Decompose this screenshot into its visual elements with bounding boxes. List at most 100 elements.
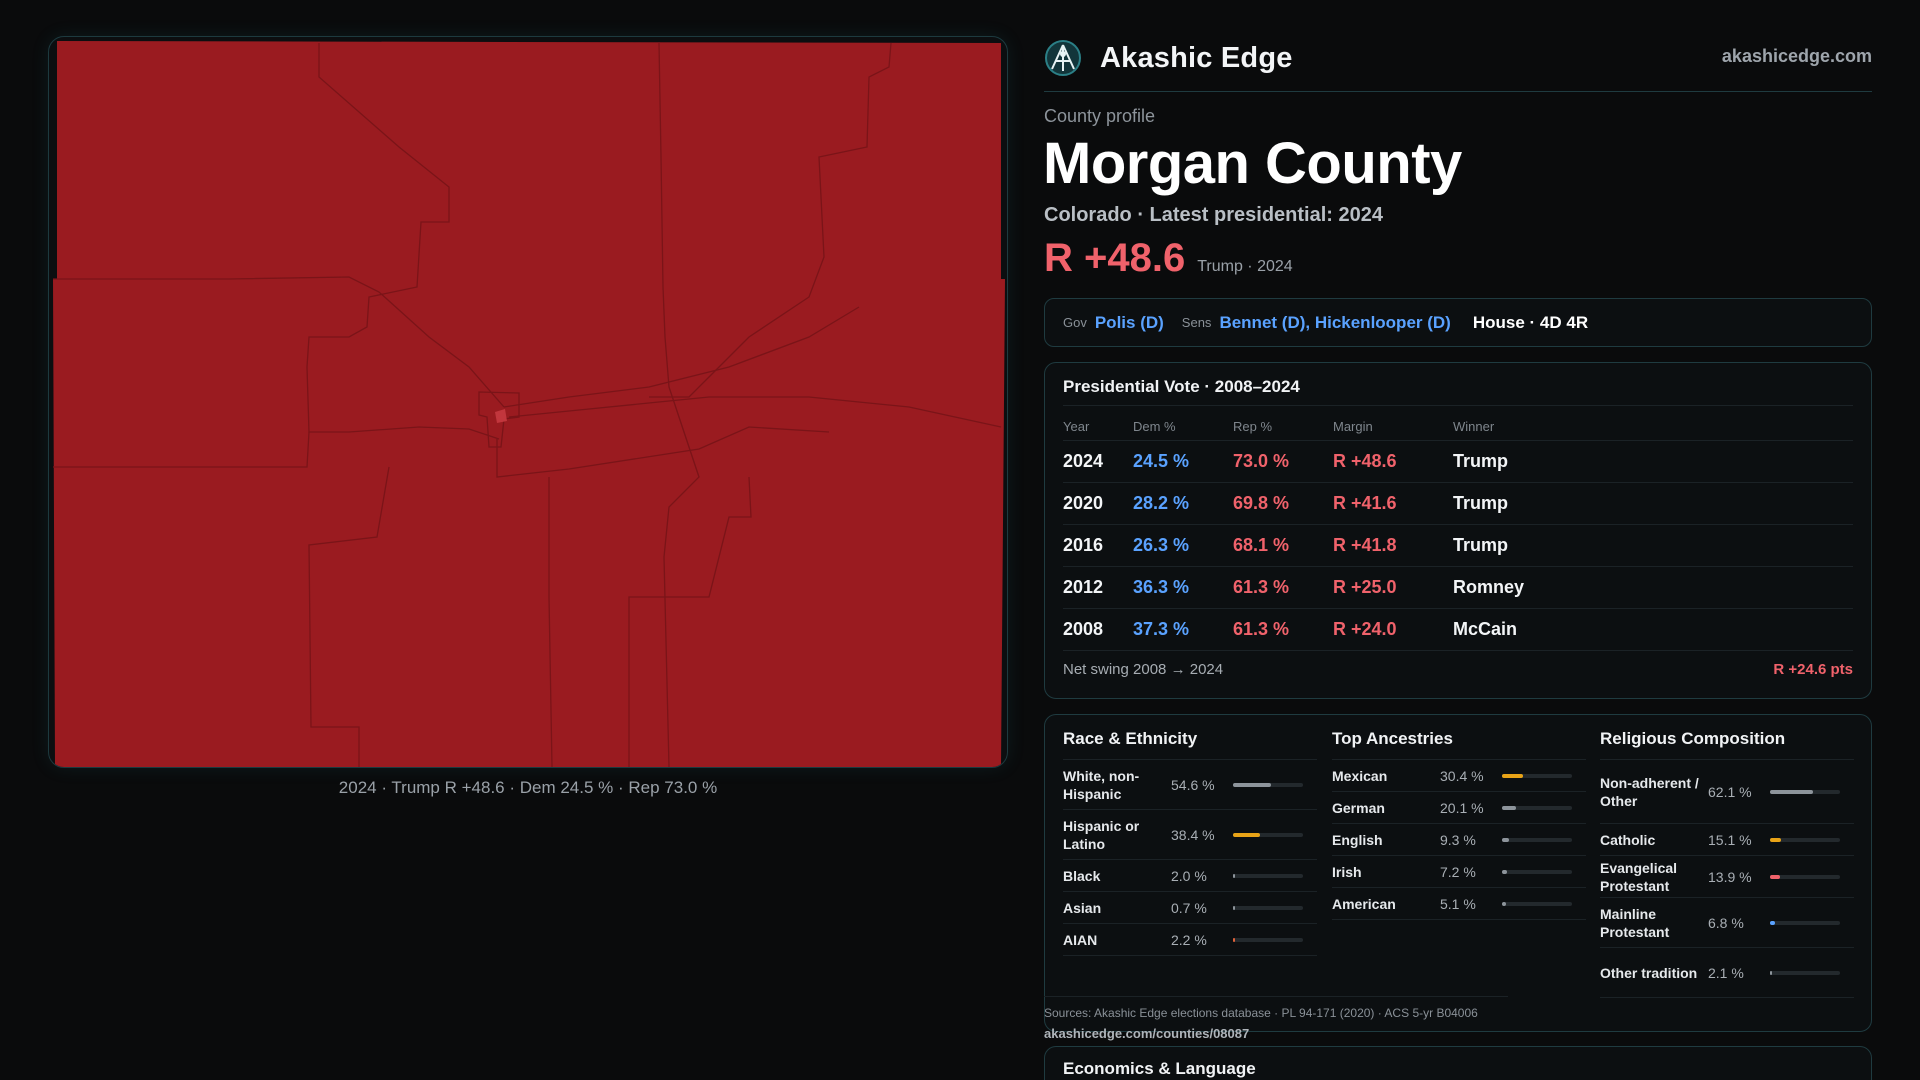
- demographic-bar: [1233, 873, 1303, 878]
- officials-bar: Gov Polis (D) Sens Bennet (D), Hickenloo…: [1044, 298, 1872, 347]
- rep-cell: 61.3 %: [1233, 619, 1290, 639]
- demographic-bar: [1502, 869, 1572, 874]
- demographic-percent: 62.1 %: [1708, 783, 1752, 800]
- demographic-row: AIAN 2.2 %: [1063, 924, 1317, 956]
- divider: [1600, 759, 1854, 760]
- winner-cell: McCain: [1453, 619, 1518, 639]
- sources-link[interactable]: akashicedge.com/counties/08087: [1044, 1026, 1250, 1041]
- county-map[interactable]: [48, 36, 1008, 768]
- demographic-percent: 2.2 %: [1171, 931, 1207, 948]
- margin-value: R +48.6: [1044, 236, 1186, 280]
- demographic-label: Evangelical Protestant: [1600, 859, 1678, 894]
- demographic-bar-fill: [1233, 937, 1235, 942]
- demographic-bar: [1770, 970, 1840, 975]
- demographic-label: AIAN: [1063, 931, 1098, 948]
- dem-cell: 28.2 %: [1133, 493, 1190, 513]
- margin-cell: R +41.8: [1333, 535, 1397, 555]
- page-title: Morgan County: [1043, 131, 1462, 196]
- page-kicker: County profile: [1044, 106, 1156, 126]
- rep-cell: 61.3 %: [1233, 577, 1290, 597]
- year-cell: 2016: [1063, 535, 1104, 555]
- brand[interactable]: Akashic Edge: [1044, 36, 1293, 80]
- table-row: 2016 26.3 % 68.1 % R +41.8 Trump: [1063, 525, 1853, 567]
- demographic-bar-fill: [1233, 873, 1235, 878]
- demographic-bar: [1502, 837, 1572, 842]
- sources-divider: [1044, 996, 1508, 997]
- margin-cell: R +24.0: [1333, 619, 1397, 639]
- demographic-row: English 9.3 %: [1332, 824, 1586, 856]
- demographic-percent: 13.9 %: [1708, 868, 1752, 885]
- gov-label: Gov: [1063, 315, 1087, 330]
- demographic-bar-fill: [1770, 970, 1772, 975]
- col-year: Year: [1063, 419, 1090, 434]
- demographic-row: Asian 0.7 %: [1063, 892, 1317, 924]
- demographic-percent: 2.0 %: [1171, 867, 1207, 884]
- dem-cell: 24.5 %: [1133, 451, 1190, 471]
- presidential-vote-card: Presidential Vote · 2008–2024 Year Dem %…: [1044, 362, 1872, 699]
- demographic-label: Irish: [1332, 863, 1362, 880]
- senators-label: Sens: [1181, 315, 1212, 330]
- page-subtitle: Colorado · Latest presidential: 2024: [1044, 204, 1383, 226]
- economics-title: Economics & Language: [1063, 1059, 1256, 1078]
- religion-panel: Religious Composition Non-adherent / Oth…: [1600, 729, 1854, 998]
- demographic-bar-fill: [1770, 920, 1775, 925]
- demographic-label: English: [1332, 831, 1383, 848]
- dem-cell: 37.3 %: [1133, 619, 1190, 639]
- demographic-percent: 9.3 %: [1440, 831, 1476, 848]
- winner-cell: Trump: [1453, 451, 1509, 471]
- senators-link[interactable]: Bennet (D), Hickenlooper (D): [1219, 312, 1451, 332]
- house-delegation: House · 4D 4R: [1472, 312, 1589, 332]
- demographic-row: German 20.1 %: [1332, 792, 1586, 824]
- demographic-bar-fill: [1233, 832, 1260, 837]
- race-ethnicity-title: Race & Ethnicity: [1063, 729, 1198, 748]
- demographic-row: Mainline Protestant 6.8 %: [1600, 898, 1854, 948]
- demographic-percent: 2.1 %: [1708, 964, 1744, 981]
- demographic-bar: [1502, 773, 1572, 778]
- demographic-row: Irish 7.2 %: [1332, 856, 1586, 888]
- demographic-label: Mexican: [1332, 767, 1388, 784]
- demographic-bar: [1233, 937, 1303, 942]
- demographic-row: Hispanic or Latino 38.4 %: [1063, 810, 1317, 860]
- site-url-link[interactable]: akashicedge.com: [1721, 46, 1872, 66]
- table-row: 2024 24.5 % 73.0 % R +48.6 Trump: [1063, 441, 1853, 483]
- net-swing-label: Net swing 2008 → 2024: [1063, 661, 1224, 678]
- col-margin: Margin: [1333, 419, 1373, 434]
- ancestries-title: Top Ancestries: [1332, 729, 1453, 748]
- demographic-label: Asian: [1063, 899, 1102, 916]
- demographic-bar-fill: [1770, 874, 1780, 879]
- sources-note: Sources: Akashic Edge elections database…: [1044, 1006, 1478, 1020]
- net-swing: Net swing 2008 → 2024 R +24.6 pts: [1063, 661, 1853, 678]
- demographic-bar: [1770, 789, 1840, 794]
- demographic-bar: [1502, 805, 1572, 810]
- demographic-row: Catholic 15.1 %: [1600, 824, 1854, 856]
- precinct-boundaries: [53, 42, 1002, 767]
- dem-cell: 26.3 %: [1133, 535, 1190, 555]
- demographic-bar-fill: [1502, 869, 1508, 874]
- demographic-bar: [1770, 874, 1840, 879]
- demographic-label: Non-adherent / Other: [1600, 774, 1699, 809]
- demographic-bar: [1233, 832, 1303, 837]
- race-ethnicity-panel: Race & Ethnicity White, non-Hispanic 54.6…: [1063, 729, 1317, 956]
- demographic-percent: 7.2 %: [1440, 863, 1476, 880]
- demographic-percent: 54.6 %: [1171, 776, 1215, 793]
- margin-note: Trump · 2024: [1197, 258, 1293, 275]
- demographic-label: White, non-Hispanic: [1063, 767, 1140, 802]
- margin-cell: R +48.6: [1333, 451, 1397, 471]
- year-cell: 2008: [1063, 619, 1104, 639]
- governor-link[interactable]: Polis (D): [1094, 312, 1164, 332]
- demographic-bar-fill: [1770, 789, 1814, 794]
- demographic-bar: [1233, 905, 1303, 910]
- rep-cell: 68.1 %: [1233, 535, 1290, 555]
- demographic-bar-fill: [1502, 901, 1506, 906]
- presidential-table: Year Dem % Rep % Margin Winner 2024 24.5…: [1063, 413, 1853, 651]
- demographic-percent: 15.1 %: [1708, 831, 1752, 848]
- map-caption: 2024 · Trump R +48.6 · Dem 24.5 % · Rep …: [338, 778, 718, 797]
- demographic-label: Black: [1063, 867, 1101, 884]
- col-rep: Rep %: [1233, 419, 1273, 434]
- demographic-bar-fill: [1233, 905, 1235, 910]
- year-cell: 2020: [1063, 493, 1104, 513]
- demographic-bar-fill: [1502, 773, 1524, 778]
- year-cell: 2024: [1063, 451, 1104, 471]
- header-divider: [1044, 91, 1872, 92]
- margin-cell: R +41.6: [1333, 493, 1397, 513]
